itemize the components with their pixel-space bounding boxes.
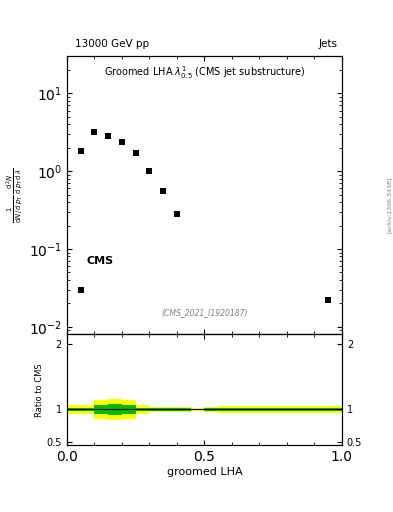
Text: [arXiv:1306.3438]: [arXiv:1306.3438]: [387, 177, 391, 233]
Text: CMS: CMS: [86, 257, 113, 266]
Text: Groomed LHA $\lambda^{1}_{0.5}$ (CMS jet substructure): Groomed LHA $\lambda^{1}_{0.5}$ (CMS jet…: [104, 65, 305, 81]
Text: Jets: Jets: [319, 38, 338, 49]
Y-axis label: $\frac{1}{\mathrm{d}N\,/\,\mathrm{d}\,p_\mathrm{T}}\,\frac{\mathrm{d}^2N}{\mathr: $\frac{1}{\mathrm{d}N\,/\,\mathrm{d}\,p_…: [4, 168, 25, 223]
Point: [91, 128, 97, 136]
Point: [160, 187, 166, 196]
Point: [119, 138, 125, 146]
Text: 13000 GeV pp: 13000 GeV pp: [75, 38, 149, 49]
Point: [77, 147, 84, 156]
Point: [132, 149, 139, 157]
Point: [77, 286, 84, 294]
Text: (CMS_2021_I1920187): (CMS_2021_I1920187): [161, 309, 248, 317]
Point: [325, 296, 331, 304]
X-axis label: groomed LHA: groomed LHA: [167, 467, 242, 477]
Y-axis label: Ratio to CMS: Ratio to CMS: [35, 363, 44, 417]
Point: [174, 210, 180, 218]
Point: [146, 167, 152, 175]
Point: [105, 132, 111, 140]
